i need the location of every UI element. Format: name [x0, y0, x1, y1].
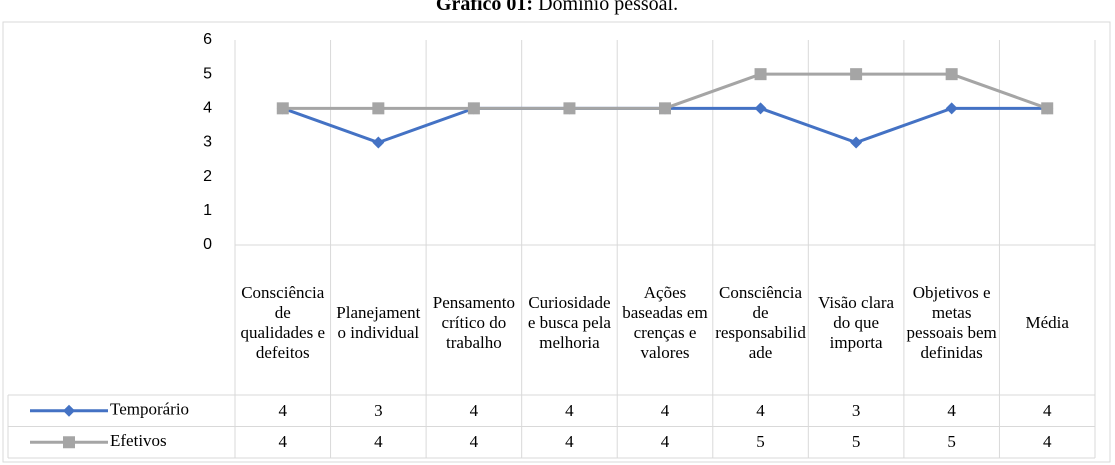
marker — [850, 136, 863, 149]
x-tick-label: Objetivos e metas pessoais bem definidas — [906, 282, 997, 362]
marker — [372, 102, 385, 115]
table-value: 4 — [1042, 400, 1052, 420]
table-value: 4 — [469, 400, 479, 420]
marker — [659, 102, 671, 115]
marker — [754, 68, 767, 81]
table-value: 4 — [278, 400, 288, 420]
marker — [1041, 102, 1054, 115]
table-value: 4 — [756, 400, 765, 420]
marker — [850, 68, 863, 81]
marker — [945, 68, 958, 81]
table-value: 4 — [278, 432, 288, 452]
table-value: 3 — [851, 400, 861, 420]
chart-title: Gráfico 01: Domínio pessoal. — [436, 0, 678, 15]
marker — [276, 102, 289, 115]
table-value: 3 — [374, 400, 383, 420]
y-tick-label: 6 — [203, 31, 212, 48]
table-value: 5 — [756, 432, 765, 452]
table-value: 4 — [565, 432, 574, 452]
y-tick-label: 1 — [203, 202, 212, 219]
table-value: 4 — [660, 432, 670, 452]
x-tick-label: Ações baseadas em crenças e valores — [622, 282, 708, 362]
x-tick-label: Consciência de responsabilidade — [715, 282, 806, 362]
y-tick-label: 5 — [203, 65, 212, 82]
table-value: 4 — [469, 432, 479, 452]
table-value: 4 — [660, 400, 670, 420]
title-text: Domínio pessoal. — [538, 0, 678, 15]
marker — [63, 436, 75, 449]
x-tick-label: Pensamento crítico do trabalho — [432, 292, 515, 352]
title-prefix: Gráfico 01: — [436, 0, 533, 15]
legend-label: Efetivos — [110, 431, 167, 450]
table-value: 4 — [565, 400, 574, 420]
marker — [372, 136, 385, 149]
chart-border — [2, 21, 1111, 463]
table-value: 5 — [851, 432, 861, 452]
marker — [63, 404, 75, 417]
x-tick-label: Curiosidade e busca pela melhoria — [527, 292, 611, 352]
table-value: 4 — [947, 400, 956, 420]
y-tick-label: 3 — [203, 134, 212, 151]
marker — [754, 102, 767, 115]
x-tick-label: Planejamento individual — [336, 302, 421, 342]
legend-label: Temporário — [110, 400, 189, 419]
y-tick-label: 2 — [203, 168, 212, 185]
marker — [467, 102, 480, 115]
table-value: 5 — [947, 432, 956, 452]
marker — [563, 102, 576, 115]
table-value: 4 — [374, 432, 383, 452]
x-tick-label: Consciência de qualidades e defeitos — [240, 282, 326, 362]
x-tick-label: Visão clara do que importa — [818, 292, 895, 352]
marker — [945, 102, 958, 115]
x-tick-label: Média — [1025, 312, 1069, 332]
y-tick-label: 0 — [203, 236, 212, 253]
y-tick-label: 4 — [203, 100, 212, 117]
table-value: 4 — [1042, 432, 1052, 452]
